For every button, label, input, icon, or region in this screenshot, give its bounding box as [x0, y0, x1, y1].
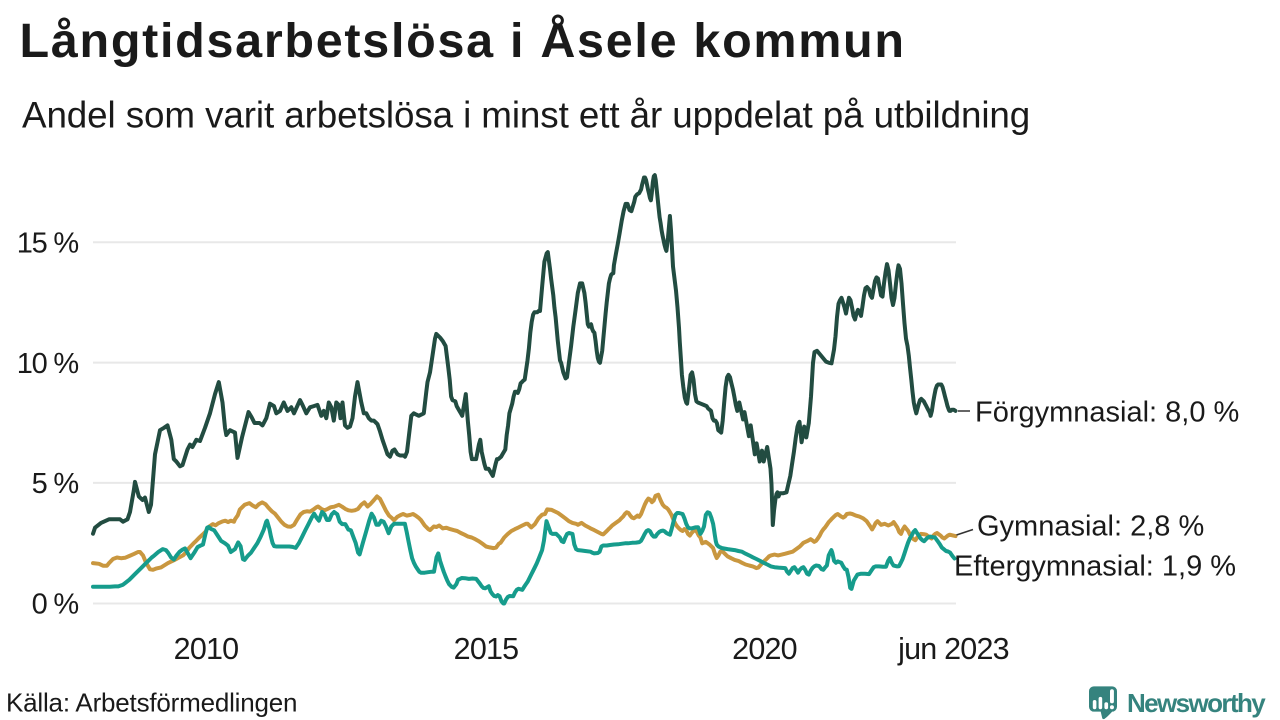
svg-text:Långtidsarbetslösa i Åsele kom: Långtidsarbetslösa i Åsele kommun [20, 14, 906, 68]
svg-text:Förgymnasial: 8,0 %: Förgymnasial: 8,0 % [975, 397, 1239, 429]
svg-text:0 %: 0 % [32, 589, 79, 621]
svg-text:Eftergymnasial: 1,9 %: Eftergymnasial: 1,9 % [954, 550, 1236, 582]
svg-text:2010: 2010 [174, 632, 239, 666]
svg-text:Newsworthy: Newsworthy [1127, 688, 1266, 718]
svg-text:Gymnasial: 2,8 %: Gymnasial: 2,8 % [977, 511, 1204, 543]
svg-text:Källa: Arbetsförmedlingen: Källa: Arbetsförmedlingen [6, 687, 297, 717]
svg-text:2015: 2015 [454, 632, 519, 666]
svg-text:2020: 2020 [732, 632, 797, 666]
svg-text:15 %: 15 % [17, 228, 79, 260]
svg-text:5 %: 5 % [32, 468, 79, 500]
svg-text:jun 2023: jun 2023 [897, 632, 1009, 666]
svg-text:Andel som varit arbetslösa i m: Andel som varit arbetslösa i minst ett å… [22, 94, 1030, 135]
svg-text:10 %: 10 % [17, 348, 79, 380]
